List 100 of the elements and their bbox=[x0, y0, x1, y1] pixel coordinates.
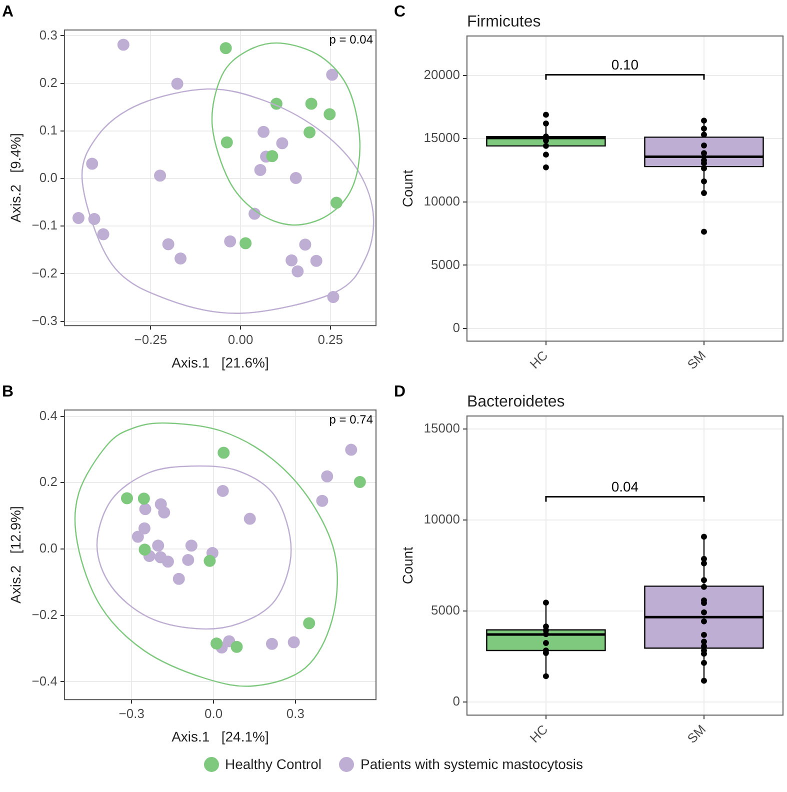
y-tick-label: 0 bbox=[452, 694, 460, 709]
y-tick-label: 15000 bbox=[424, 130, 460, 146]
point bbox=[258, 126, 270, 138]
point bbox=[288, 636, 300, 648]
point bbox=[230, 640, 243, 653]
y-tick-label: 0.2 bbox=[39, 474, 58, 490]
x-tick-label: 0.00 bbox=[228, 332, 254, 347]
point bbox=[218, 446, 230, 459]
point bbox=[162, 238, 174, 250]
y-tick-label: 0.0 bbox=[39, 540, 58, 556]
chart-title: Firmicutes bbox=[466, 13, 541, 30]
point bbox=[172, 572, 185, 585]
legend-label: Healthy Control bbox=[224, 756, 322, 772]
point bbox=[310, 254, 322, 267]
y-tick-label: 0.0 bbox=[39, 170, 58, 186]
x-tick-label: HC bbox=[526, 348, 551, 372]
x-tick-label: −0.25 bbox=[134, 332, 168, 347]
point bbox=[345, 444, 358, 456]
y-axis-title: Axis.2 [12.9%] bbox=[7, 506, 24, 604]
point bbox=[204, 554, 216, 567]
annotation: p = 0.04 bbox=[329, 32, 374, 46]
point bbox=[316, 494, 328, 507]
y-tick-label: −0.3 bbox=[32, 312, 58, 328]
point bbox=[290, 172, 302, 184]
y-tick-label: −0.4 bbox=[32, 673, 58, 688]
y-tick-label: 0 bbox=[452, 320, 460, 336]
y-tick-label: 10000 bbox=[424, 193, 460, 208]
point bbox=[220, 42, 232, 54]
point bbox=[158, 506, 170, 519]
legend-label: Patients with systemic mastocytosis bbox=[360, 756, 583, 772]
point bbox=[292, 265, 304, 278]
point bbox=[152, 540, 164, 552]
annotation: 0.04 bbox=[611, 478, 639, 495]
point bbox=[139, 503, 152, 516]
point bbox=[185, 540, 198, 552]
text: C bbox=[394, 3, 406, 20]
point bbox=[324, 108, 336, 120]
point bbox=[117, 38, 130, 51]
y-tick-label: 0.3 bbox=[39, 27, 58, 42]
text: D bbox=[394, 383, 406, 400]
point bbox=[354, 476, 366, 488]
x-tick-label: 0.25 bbox=[318, 332, 344, 347]
point bbox=[216, 484, 229, 497]
point bbox=[266, 150, 278, 162]
x-tick-label: −0.3 bbox=[118, 706, 144, 721]
y-tick-label: 5000 bbox=[431, 256, 460, 272]
y-tick-label: 10000 bbox=[424, 511, 460, 526]
y-axis-title: Axis.2 [9.4%] bbox=[7, 133, 24, 223]
point bbox=[286, 254, 298, 266]
point bbox=[138, 492, 150, 505]
point bbox=[326, 68, 338, 81]
x-tick-label: SM bbox=[684, 348, 709, 372]
text: A bbox=[2, 3, 14, 20]
point bbox=[304, 126, 316, 138]
point bbox=[220, 136, 233, 148]
y-tick-label: 0.1 bbox=[39, 122, 58, 138]
point bbox=[254, 164, 266, 176]
point bbox=[132, 530, 144, 543]
point bbox=[240, 237, 252, 250]
point bbox=[154, 170, 166, 182]
point bbox=[321, 470, 334, 482]
point bbox=[303, 617, 316, 630]
y-tick-label: 20000 bbox=[424, 66, 460, 82]
point bbox=[171, 78, 184, 90]
point bbox=[210, 638, 223, 650]
point bbox=[138, 544, 151, 556]
annotation: p = 0.74 bbox=[329, 412, 374, 426]
point bbox=[86, 158, 98, 170]
y-axis-title: Count bbox=[399, 170, 416, 208]
point bbox=[305, 98, 318, 110]
text: B bbox=[2, 383, 14, 400]
y-tick-label: −0.2 bbox=[32, 265, 58, 280]
point bbox=[72, 212, 84, 224]
point bbox=[162, 556, 174, 568]
y-tick-label: 5000 bbox=[431, 602, 460, 618]
x-axis-title: Axis.1 [24.1%] bbox=[172, 728, 269, 744]
x-tick-label: 0.0 bbox=[204, 706, 223, 721]
point bbox=[276, 137, 288, 150]
point bbox=[224, 235, 236, 248]
x-tick-label: 0.3 bbox=[286, 706, 304, 721]
y-tick-label: −0.2 bbox=[32, 606, 58, 622]
y-tick-label: 15000 bbox=[424, 420, 460, 436]
point bbox=[182, 554, 194, 566]
x-axis-title: Axis.1 [21.6%] bbox=[172, 354, 269, 370]
point bbox=[138, 522, 150, 534]
y-axis-title: Count bbox=[399, 546, 416, 584]
y-tick-label: −0.1 bbox=[32, 218, 58, 233]
annotation: 0.10 bbox=[611, 56, 639, 73]
point bbox=[120, 492, 133, 504]
x-tick-label: HC bbox=[526, 722, 551, 746]
y-tick-label: 0.2 bbox=[39, 74, 58, 90]
point bbox=[299, 238, 312, 251]
point bbox=[330, 196, 342, 209]
point bbox=[244, 512, 256, 525]
point bbox=[174, 252, 187, 264]
point bbox=[266, 638, 278, 650]
y-tick-label: 0.4 bbox=[39, 408, 58, 423]
point bbox=[97, 228, 110, 240]
x-tick-label: SM bbox=[684, 722, 709, 746]
chart-title: Bacteroidetes bbox=[466, 393, 565, 410]
